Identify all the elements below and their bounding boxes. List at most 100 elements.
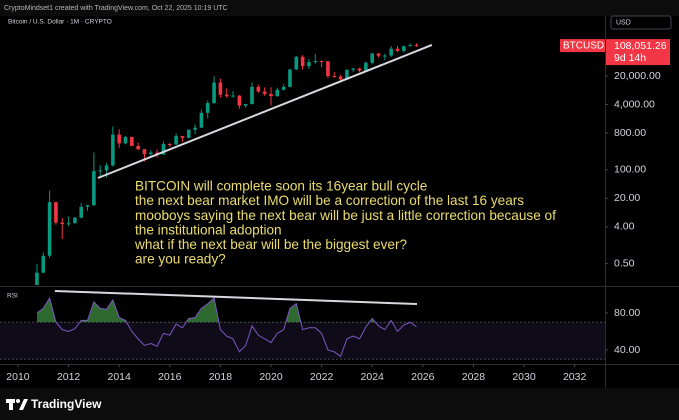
candle-body xyxy=(167,143,172,145)
candle-body xyxy=(60,222,65,224)
candle-body xyxy=(351,68,356,70)
brand-logo xyxy=(6,399,28,410)
y-tick-label: 800.00 xyxy=(614,127,646,139)
candle-body xyxy=(294,56,299,70)
candle-body xyxy=(345,69,349,80)
candle-body xyxy=(104,165,109,171)
x-tick-label: 2028 xyxy=(462,371,486,383)
rsi-pane xyxy=(0,289,605,360)
currency[interactable]: USD xyxy=(616,19,631,26)
candle-body xyxy=(41,255,46,273)
candle-body xyxy=(243,104,248,106)
candle-body xyxy=(370,53,375,63)
x-tick-label: 2022 xyxy=(310,371,334,383)
candle-body xyxy=(218,82,223,95)
x-tick-label: 2016 xyxy=(158,371,182,383)
candle-body xyxy=(142,149,147,155)
candle-body xyxy=(186,129,191,138)
candle-body xyxy=(414,45,419,47)
rsi-title: RSI xyxy=(7,293,18,300)
symbol-title: Bitcoin / U.S. Dollar · 1M · CRYPTO xyxy=(8,19,112,26)
candle-body xyxy=(130,136,134,146)
candle-body xyxy=(408,45,412,47)
candle-body xyxy=(180,136,185,138)
rsi-line xyxy=(36,296,417,358)
candle-body xyxy=(307,62,311,67)
candle-body xyxy=(269,94,273,97)
candle-body xyxy=(35,272,39,285)
candle-body xyxy=(123,136,128,144)
candle-body xyxy=(395,48,400,51)
candle-body xyxy=(250,86,254,105)
candle-body xyxy=(224,94,229,97)
candle-body xyxy=(117,134,121,144)
candle-body xyxy=(161,143,166,155)
candle-body xyxy=(193,127,197,130)
candle-body xyxy=(376,53,381,56)
candle-body xyxy=(262,91,267,95)
candle-body xyxy=(338,76,343,80)
y-tick-label: 4.00 xyxy=(614,221,635,233)
candle-body xyxy=(85,205,90,207)
candle-body xyxy=(73,217,77,224)
candle-body xyxy=(402,46,406,51)
candle-body xyxy=(300,56,305,67)
annotation-line: the next bear market IMO will be a corre… xyxy=(135,193,524,208)
candle-body xyxy=(389,48,393,56)
candle-body xyxy=(111,134,115,166)
currency-box[interactable] xyxy=(610,15,672,30)
price-pane xyxy=(35,43,433,285)
trendline xyxy=(97,44,433,179)
x-tick-label: 2026 xyxy=(411,371,435,383)
candle-body xyxy=(136,145,140,150)
candle-body xyxy=(326,61,330,77)
candle-body xyxy=(288,69,292,87)
countdown: 9d 14h xyxy=(614,52,646,64)
candle-body xyxy=(205,103,210,113)
candle-body xyxy=(332,76,337,78)
y-tick-label: 4,000.00 xyxy=(614,98,655,110)
candle-body xyxy=(281,86,286,90)
rsi-trendline xyxy=(54,289,418,306)
symbol-box xyxy=(560,39,605,53)
annotation-line: BITCOIN will complete soon its 16year bu… xyxy=(135,179,427,194)
rsi-tick-label: 80.00 xyxy=(614,307,640,319)
rsi-overbought-fill xyxy=(36,298,393,323)
symbol-label: BTCUSD xyxy=(563,41,604,52)
annotation-line: what if the next bear will be the bigges… xyxy=(134,237,407,252)
candle-body xyxy=(231,95,235,97)
candle-body xyxy=(79,206,84,218)
footer xyxy=(0,388,679,420)
y-tick-label: 100.00 xyxy=(614,164,646,176)
last-price-box xyxy=(606,39,670,66)
candle-body xyxy=(237,95,242,106)
candle-body xyxy=(149,152,153,155)
x-tick-label: 2012 xyxy=(57,371,81,383)
last-price-label: 108,051.26 xyxy=(614,40,667,52)
x-tick-label: 2020 xyxy=(259,371,283,383)
y-tick-label: 0.50 xyxy=(614,257,635,269)
x-tick-label: 2010 xyxy=(6,371,30,383)
candle-body xyxy=(275,89,280,97)
candle-body xyxy=(54,202,58,223)
y-tick-label: 20.00 xyxy=(614,192,640,204)
candle-body xyxy=(256,86,261,92)
candle-body xyxy=(66,223,71,225)
candle-body xyxy=(212,82,216,104)
candle-body xyxy=(47,202,52,256)
y-tick-label: 20,000.00 xyxy=(614,70,661,82)
candle-body xyxy=(383,55,387,57)
candle-body xyxy=(357,68,362,71)
brand: TradingView xyxy=(31,397,102,411)
header: CryptoMindset1 created with TradingView.… xyxy=(4,5,228,12)
rsi-tick-label: 40.00 xyxy=(614,344,640,356)
candle-body xyxy=(92,171,96,206)
candle-body xyxy=(319,61,324,63)
candle-body xyxy=(313,61,318,63)
x-tick-label: 2014 xyxy=(107,371,131,383)
candle-body xyxy=(174,136,178,145)
candle-body xyxy=(199,112,204,128)
x-tick-label: 2030 xyxy=(512,371,536,383)
x-tick-label: 2032 xyxy=(563,371,587,383)
